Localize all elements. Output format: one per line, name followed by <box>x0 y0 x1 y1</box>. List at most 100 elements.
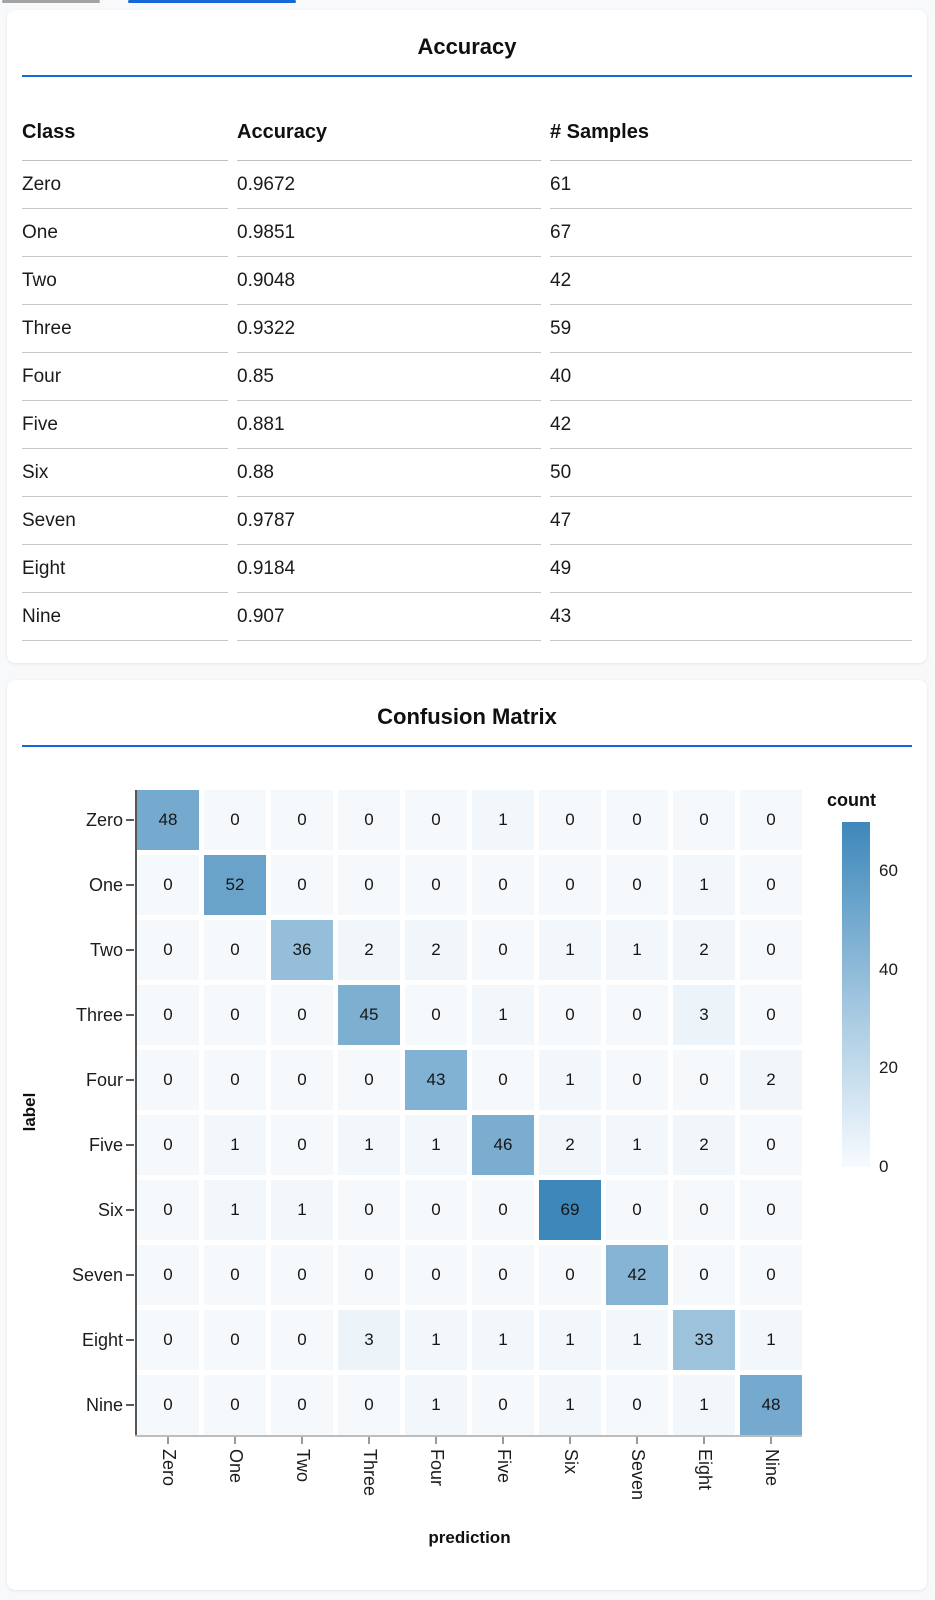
x-tick-mark <box>234 1437 236 1444</box>
matrix-cell: 1 <box>740 1310 802 1370</box>
row-class-cell: Zero <box>22 161 228 209</box>
matrix-cell: 3 <box>338 1310 400 1370</box>
x-tick-mark <box>502 1437 504 1444</box>
matrix-cell: 1 <box>673 855 735 915</box>
x-tick-label: Three <box>360 1449 380 1497</box>
accuracy-card: Accuracy Class Accuracy # Samples Zero 0.967… <box>7 10 927 663</box>
matrix-cell: 1 <box>405 1375 467 1435</box>
matrix-cell: 0 <box>338 1245 400 1305</box>
matrix-cell: 0 <box>405 985 467 1045</box>
x-tick-label: Seven <box>628 1449 648 1501</box>
x-tick-label: Eight <box>695 1449 715 1491</box>
y-tick-mark <box>126 819 134 821</box>
matrix-cell: 3 <box>673 985 735 1045</box>
matrix-cell: 0 <box>673 1245 735 1305</box>
matrix-cell: 0 <box>539 985 601 1045</box>
y-tick-mark <box>126 1404 134 1406</box>
row-samples-cell: 40 <box>550 353 912 401</box>
y-tick-mark <box>126 1144 134 1146</box>
confusion-matrix-card: Confusion Matrix label 48 0 0 0 0 1 0 0 0 0 0 52 0 0 0… <box>7 680 927 1590</box>
matrix-cell: 2 <box>405 920 467 980</box>
matrix-cell: 0 <box>673 1050 735 1110</box>
matrix-cell: 1 <box>539 1310 601 1370</box>
row-samples-cell: 49 <box>550 545 912 593</box>
x-tick-label: Four <box>427 1449 447 1487</box>
row-class-cell: Nine <box>22 593 228 641</box>
matrix-cell: 0 <box>271 1245 333 1305</box>
matrix-cell: 0 <box>338 1180 400 1240</box>
tab-indicator-active[interactable] <box>128 0 296 3</box>
matrix-cell: 0 <box>606 1375 668 1435</box>
row-class-cell: One <box>22 209 228 257</box>
matrix-cell: 0 <box>137 985 199 1045</box>
matrix-cell: 0 <box>204 1050 266 1110</box>
matrix-cell: 0 <box>338 790 400 850</box>
matrix-cell: 0 <box>740 1245 802 1305</box>
row-samples-cell: 42 <box>550 257 912 305</box>
row-accuracy-cell: 0.9048 <box>237 257 541 305</box>
matrix-cell: 2 <box>740 1050 802 1110</box>
matrix-cell: 0 <box>740 985 802 1045</box>
row-accuracy-cell: 0.9672 <box>237 161 541 209</box>
matrix-cell: 36 <box>271 920 333 980</box>
matrix-cell: 0 <box>204 920 266 980</box>
matrix-cell: 0 <box>405 1180 467 1240</box>
tab-indicator-inactive[interactable] <box>2 0 100 3</box>
matrix-cell: 0 <box>740 920 802 980</box>
row-samples-cell: 67 <box>550 209 912 257</box>
matrix-cell: 0 <box>740 1180 802 1240</box>
matrix-cell: 48 <box>740 1375 802 1435</box>
matrix-cell: 0 <box>137 855 199 915</box>
y-tick-label: Seven <box>71 1265 123 1285</box>
matrix-cell: 0 <box>405 790 467 850</box>
matrix-cell: 48 <box>137 790 199 850</box>
row-class-cell: Four <box>22 353 228 401</box>
matrix-cell: 0 <box>137 1375 199 1435</box>
matrix-cell: 1 <box>204 1115 266 1175</box>
matrix-cell: 1 <box>204 1180 266 1240</box>
row-accuracy-cell: 0.881 <box>237 401 541 449</box>
y-tick-mark <box>126 1339 134 1341</box>
matrix-cell: 0 <box>204 985 266 1045</box>
matrix-cell: 0 <box>606 790 668 850</box>
matrix-cell: 0 <box>539 855 601 915</box>
matrix-cell: 0 <box>271 855 333 915</box>
matrix-cell: 0 <box>204 1375 266 1435</box>
matrix-cell: 1 <box>405 1115 467 1175</box>
accuracy-table: Class Accuracy # Samples Zero 0.9672 61 One 0.9… <box>22 90 912 641</box>
y-tick-label: Three <box>75 1005 123 1025</box>
matrix-cell: 0 <box>740 1115 802 1175</box>
y-tick-mark <box>126 1079 134 1081</box>
x-tick-label: Two <box>293 1449 313 1483</box>
legend-tick-label: 60 <box>879 861 898 881</box>
y-axis-title: label <box>20 1092 39 1132</box>
row-samples-cell: 50 <box>550 449 912 497</box>
matrix-cell: 0 <box>338 1375 400 1435</box>
matrix-cell: 43 <box>405 1050 467 1110</box>
row-accuracy-cell: 0.9184 <box>237 545 541 593</box>
x-tick-mark <box>368 1437 370 1444</box>
y-tick-label: Zero <box>85 810 123 830</box>
row-class-cell: Six <box>22 449 228 497</box>
matrix-cell: 1 <box>606 1115 668 1175</box>
matrix-cell: 0 <box>137 1115 199 1175</box>
column-header: Accuracy <box>237 90 541 161</box>
x-tick-label: Six <box>561 1449 581 1475</box>
matrix-cell: 1 <box>472 790 534 850</box>
matrix-cell: 1 <box>673 1375 735 1435</box>
matrix-cell: 2 <box>673 920 735 980</box>
matrix-cell: 0 <box>606 1180 668 1240</box>
accuracy-title-underline <box>22 75 912 77</box>
x-tick-label: Nine <box>762 1449 782 1487</box>
y-tick-mark <box>126 1014 134 1016</box>
y-axis-line <box>135 790 137 1436</box>
row-class-cell: Seven <box>22 497 228 545</box>
y-tick-mark <box>126 949 134 951</box>
matrix-cell: 42 <box>606 1245 668 1305</box>
matrix-cell: 0 <box>338 1050 400 1110</box>
x-tick-mark <box>435 1437 437 1444</box>
matrix-cell: 1 <box>405 1310 467 1370</box>
y-tick-mark <box>126 1274 134 1276</box>
matrix-cell: 1 <box>606 1310 668 1370</box>
matrix-cell: 0 <box>539 1245 601 1305</box>
